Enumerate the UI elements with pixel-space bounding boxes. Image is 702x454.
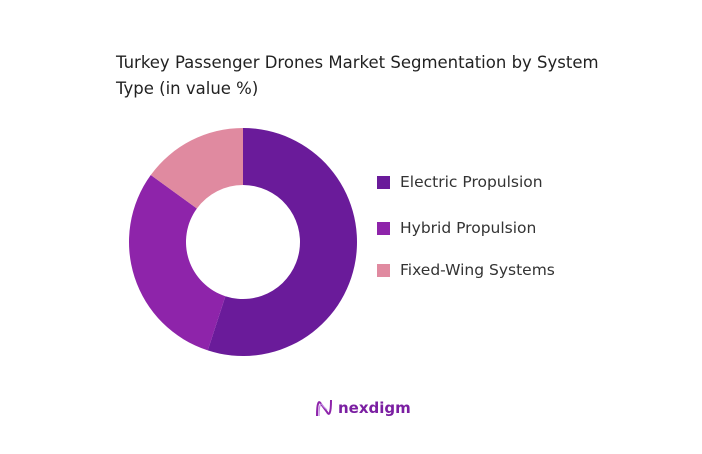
logo-text: nexdigm: [338, 399, 411, 417]
nexdigm-logo: nexdigm: [315, 398, 411, 418]
legend: Electric Propulsion Hybrid Propulsion Fi…: [377, 170, 555, 304]
legend-item: Electric Propulsion: [377, 170, 555, 194]
legend-swatch: [377, 263, 390, 277]
legend-item: Fixed-Wing Systems: [377, 258, 555, 282]
chart-title: Turkey Passenger Drones Market Segmentat…: [116, 53, 599, 98]
legend-label: Hybrid Propulsion: [400, 219, 537, 237]
legend-swatch: [377, 175, 390, 189]
logo-icon: [316, 399, 332, 417]
legend-label: Fixed-Wing Systems: [400, 261, 555, 279]
donut-slice-fixed-wing-systems: [150, 128, 243, 209]
legend-label: Electric Propulsion: [400, 173, 543, 191]
legend-item: Hybrid Propulsion: [377, 216, 555, 240]
donut-slice-electric-propulsion: [207, 128, 358, 357]
legend-swatch: [377, 221, 390, 235]
donut-slice-hybrid-propulsion: [129, 174, 226, 351]
